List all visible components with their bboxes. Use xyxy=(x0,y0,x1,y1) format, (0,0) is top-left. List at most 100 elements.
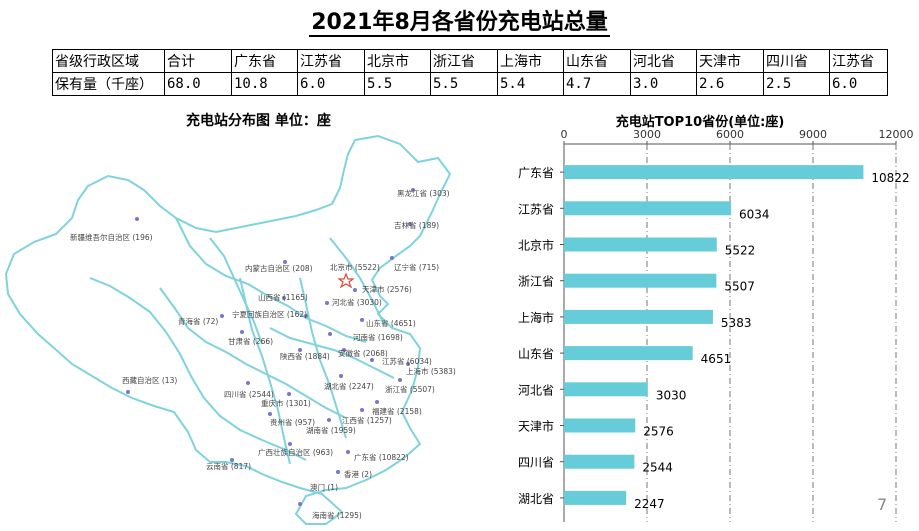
dot-zhejiang xyxy=(398,378,402,382)
table-cell: 江苏省 xyxy=(297,49,365,73)
dot-hainan xyxy=(298,502,302,506)
table-cell: 2.6 xyxy=(696,72,764,96)
dot-anhui xyxy=(342,348,346,352)
map-label: 吉林省 (189) xyxy=(394,220,439,230)
map-labels: 黑龙江省 (303) 吉林省 (189) 辽宁省 (715) 新疆维吾尔自治区 … xyxy=(70,188,456,520)
category-label: 山东省 xyxy=(518,347,554,361)
table-cell: 江苏省 xyxy=(829,49,888,73)
table-cell: 68.0 xyxy=(164,72,232,96)
category-label: 浙江省 xyxy=(518,275,554,289)
dot-liaoning xyxy=(390,256,394,260)
map-province-dots xyxy=(126,188,415,506)
map-label: 四川省 (2544) xyxy=(224,389,274,399)
category-label: 天津市 xyxy=(518,419,554,434)
map-label: 北京市 (5522) xyxy=(330,262,380,272)
table-cell: 浙江省 xyxy=(430,49,498,73)
bar xyxy=(564,382,648,397)
map-label: 青海省 (72) xyxy=(178,316,218,326)
map-label: 贵州省 (957) xyxy=(270,417,315,427)
table-cell: 10.8 xyxy=(231,72,298,96)
page-number: 7 xyxy=(877,495,888,514)
map-label: 湖南省 (1959) xyxy=(306,425,356,435)
bar xyxy=(564,346,693,361)
x-tick-label: 0 xyxy=(561,128,568,141)
map-label: 江苏省 (6034) xyxy=(382,356,432,366)
map-label: 香港 (2) xyxy=(344,469,372,479)
table-cell: 天津市 xyxy=(696,49,764,73)
category-label: 上海市 xyxy=(518,310,554,325)
dot-sichuan xyxy=(246,381,250,385)
dot-jilin xyxy=(408,222,412,226)
map-label: 湖北省 (2247) xyxy=(324,381,374,391)
x-tick-label: 12000 xyxy=(879,128,914,141)
map-label: 安徽省 (2068) xyxy=(338,348,388,358)
table-cell: 合计 xyxy=(164,49,232,73)
table-cell: 2.5 xyxy=(763,72,830,96)
table-cell: 6.0 xyxy=(829,72,888,96)
category-label: 河北省 xyxy=(518,383,554,397)
data-label: 6034 xyxy=(739,207,770,221)
dot-hunan xyxy=(327,418,331,422)
dot-jiangsu xyxy=(370,358,374,362)
dot-shanghai xyxy=(406,362,410,366)
bar xyxy=(564,201,731,216)
dot-jiangxi xyxy=(360,408,364,412)
table-row: 保有量（千座） 68.0 10.8 6.0 5.5 5.5 5.4 4.7 3.… xyxy=(52,72,888,96)
category-label: 湖北省 xyxy=(518,491,554,506)
map-label: 辽宁省 (715) xyxy=(394,262,439,272)
dot-shaanxi xyxy=(298,348,302,352)
map-label: 广东省 (10822) xyxy=(354,452,409,462)
table-cell: 5.5 xyxy=(364,72,431,96)
dot-shandong xyxy=(360,318,364,322)
summary-table: 省级行政区域 合计 广东省 江苏省 北京市 浙江省 上海市 山东省 河北省 天津… xyxy=(52,49,888,96)
dot-yunnan xyxy=(230,458,234,462)
map-label: 河南省 (1698) xyxy=(353,332,403,342)
dot-xizang xyxy=(126,390,130,394)
map-label: 重庆市 (1301) xyxy=(261,398,311,408)
dot-xinjiang xyxy=(135,217,139,221)
data-label: 10822 xyxy=(871,171,909,185)
dot-tianjin xyxy=(353,288,357,292)
table-cell: 5.5 xyxy=(430,72,498,96)
map-label: 福建省 (2158) xyxy=(372,406,422,416)
dot-gansu xyxy=(240,330,244,334)
dot-hubei xyxy=(339,374,343,378)
beijing-star-icon xyxy=(337,272,355,289)
dot-heilongjiang xyxy=(411,188,415,192)
bar xyxy=(564,490,627,505)
dot-hongkong xyxy=(336,470,340,474)
bar xyxy=(564,165,864,180)
chart-title: 充电站TOP10省份(单位:座) xyxy=(616,114,785,130)
map-label: 天津市 (2576) xyxy=(362,284,412,294)
map-title: 充电站分布图 单位：座 xyxy=(186,113,331,129)
dot-henan xyxy=(328,332,332,336)
category-label: 广东省 xyxy=(518,166,554,180)
china-map: 黑龙江省 (303) 吉林省 (189) 辽宁省 (715) 新疆维吾尔自治区 … xyxy=(4,134,456,525)
x-tick-label: 9000 xyxy=(799,128,827,141)
map-label: 甘肃省 (266) xyxy=(228,336,273,346)
dot-guangxi xyxy=(288,442,292,446)
dot-qinghai xyxy=(220,314,224,318)
table-cell: 山东省 xyxy=(563,49,631,73)
top10-bar-chart: 充电站TOP10省份(单位:座) 0 3000 6000 9000 12000 广东省 10… xyxy=(518,114,914,522)
map-label: 海南省 (1295) xyxy=(312,510,362,520)
map-label: 黑龙江省 (303) xyxy=(397,188,450,198)
table-row: 省级行政区域 合计 广东省 江苏省 北京市 浙江省 上海市 山东省 河北省 天津… xyxy=(52,49,888,73)
map-label: 山东省 (4651) xyxy=(366,318,416,328)
table-cell: 3.0 xyxy=(630,72,697,96)
map-label: 河北省 (3030) xyxy=(332,297,382,307)
table-cell: 上海市 xyxy=(497,49,564,73)
map-label: 内蒙古自治区 (208) xyxy=(245,263,313,273)
map-label: 云南省 (817) xyxy=(206,461,251,471)
map-label: 山西省 (1165) xyxy=(258,292,308,302)
map-label: 广西壮族自治区 (963) xyxy=(258,447,333,457)
map-label: 新疆维吾尔自治区 (196) xyxy=(70,232,153,242)
bar xyxy=(564,418,636,433)
table-cell: 6.0 xyxy=(297,72,365,96)
data-label: 2576 xyxy=(643,425,674,439)
dot-shanxi xyxy=(282,296,286,300)
map-label: 宁夏回族自治区 (162) xyxy=(232,309,307,319)
data-label: 2247 xyxy=(634,497,665,511)
data-label: 5507 xyxy=(724,280,755,294)
dot-ningxia xyxy=(304,314,308,318)
